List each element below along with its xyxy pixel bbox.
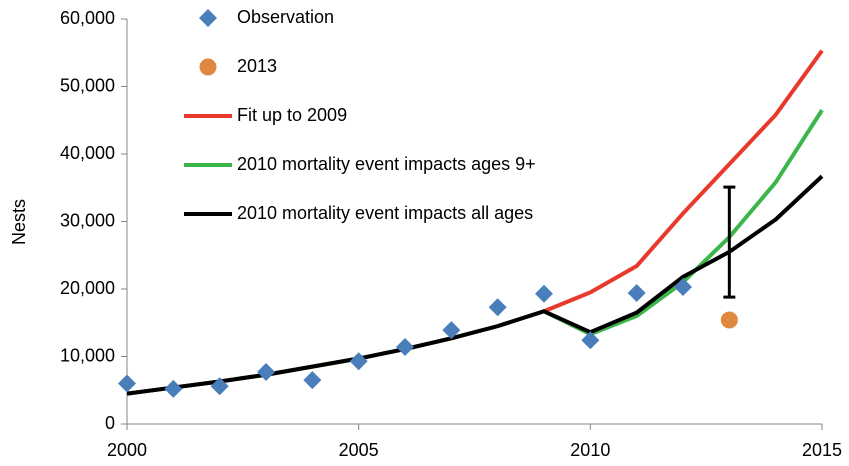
data-point xyxy=(627,284,646,303)
legend-label: 2013 xyxy=(237,56,277,76)
legend-label: 2010 mortality event impacts all ages xyxy=(237,203,533,223)
y-tick-label: 50,000 xyxy=(60,75,115,95)
x-tick-label: 2000 xyxy=(107,440,147,460)
data-point xyxy=(488,298,507,317)
data-point xyxy=(210,377,229,396)
x-tick-label: 2005 xyxy=(339,440,379,460)
data-point xyxy=(674,277,692,296)
x-tick-label: 2015 xyxy=(802,440,842,460)
series-line xyxy=(126,174,824,396)
data-point xyxy=(257,363,275,382)
y-tick-label: 0 xyxy=(105,413,115,433)
data-point xyxy=(442,321,461,340)
x-tick-label: 2010 xyxy=(570,440,610,460)
data-point xyxy=(164,379,183,398)
y-tick-label: 40,000 xyxy=(60,143,115,163)
legend-label: Fit up to 2009 xyxy=(237,105,347,125)
data-point xyxy=(303,371,322,390)
y-axis-title: Nests xyxy=(9,199,29,245)
legend-swatch xyxy=(199,58,217,76)
legend-label: Observation xyxy=(237,7,334,27)
legend-label: 2010 mortality event impacts ages 9+ xyxy=(237,154,536,174)
data-point xyxy=(118,374,136,393)
legend-swatch xyxy=(199,9,217,27)
y-tick-label: 30,000 xyxy=(60,210,115,230)
data-point xyxy=(535,284,553,303)
data-point xyxy=(349,352,368,371)
data-point xyxy=(396,338,414,357)
y-tick-label: 10,000 xyxy=(60,345,115,365)
data-point xyxy=(581,331,600,350)
y-tick-label: 20,000 xyxy=(60,278,115,298)
y-tick-label: 60,000 xyxy=(60,8,115,28)
data-point xyxy=(720,311,738,329)
series-line xyxy=(126,109,824,396)
